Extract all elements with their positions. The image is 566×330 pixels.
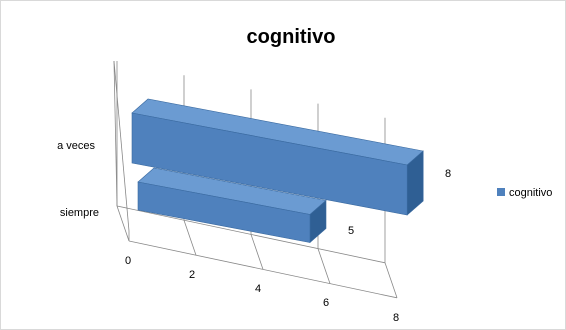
bar-front-face <box>137 181 311 243</box>
data-label-a-veces: 8 <box>445 168 451 180</box>
side-wall-back <box>113 60 118 207</box>
x-tick-label: 2 <box>189 269 195 281</box>
legend-label: cognitivo <box>509 187 552 199</box>
data-label-siempre: 5 <box>348 225 354 237</box>
x-tick-label: 8 <box>393 312 399 324</box>
floor-gridline <box>116 205 130 242</box>
bar-front-face <box>131 112 408 216</box>
floor-gridline <box>250 234 264 270</box>
floor-gridline <box>384 262 398 298</box>
side-wall-top <box>113 60 130 232</box>
floor-gridline <box>183 220 197 256</box>
bar-siempre <box>137 167 327 244</box>
x-tick-label: 4 <box>255 283 261 295</box>
x-tick-label: 6 <box>323 297 329 309</box>
x-tick-label: 0 <box>125 255 131 267</box>
category-label-siempre: siempre <box>60 207 99 219</box>
category-label-a-veces: a veces <box>57 140 95 152</box>
legend: cognitivo <box>497 187 552 199</box>
floor-gridline <box>317 248 331 284</box>
chart-title: cognitivo <box>247 26 336 48</box>
bars <box>131 98 424 244</box>
legend-swatch <box>497 188 505 196</box>
bar-a-veces <box>131 98 424 216</box>
